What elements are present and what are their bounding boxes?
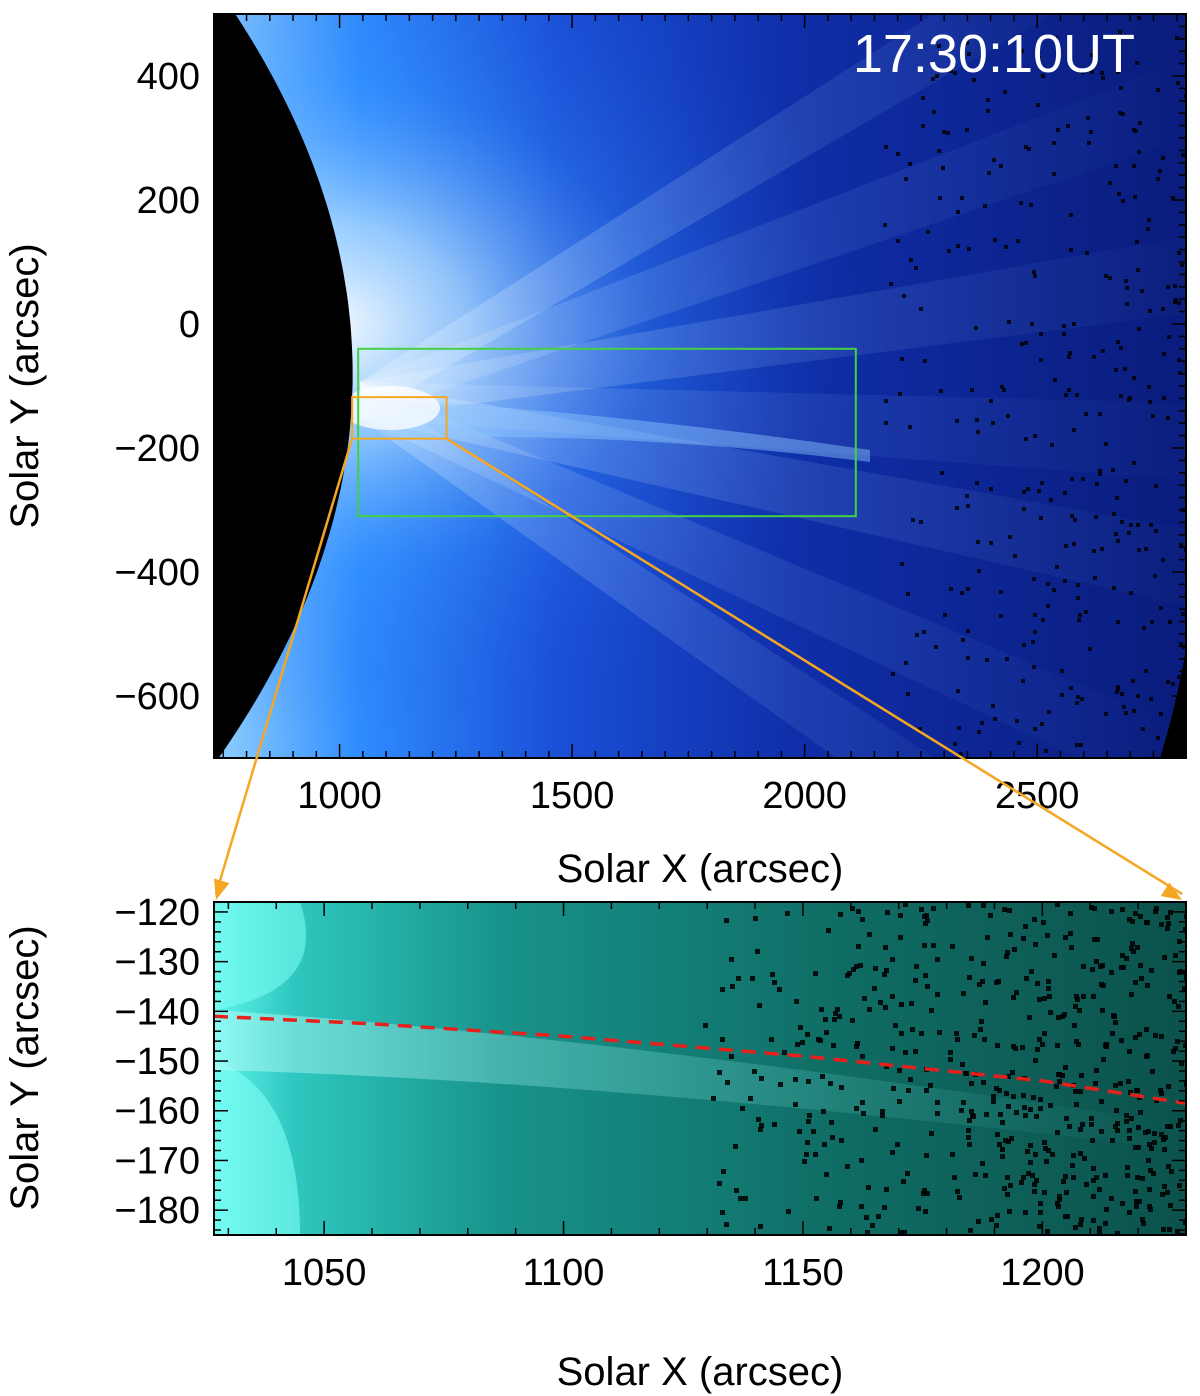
coronal-ray: [360, 236, 1186, 418]
x-tick-label: 1000: [297, 775, 382, 817]
coronal-ray: [360, 382, 935, 758]
orange-zoom-box: [351, 396, 448, 440]
y-tick-label: −180: [114, 1190, 200, 1232]
y-tick-label: −200: [114, 428, 200, 470]
top-coronagraph-image: [214, 14, 1186, 758]
y-tick-label: 400: [137, 56, 200, 98]
bottom-zoom-image: [214, 902, 1186, 1235]
y-tick-label: −170: [114, 1140, 200, 1182]
zoom-connectors: [213, 437, 1183, 900]
x-tick-label: 1500: [530, 775, 615, 817]
y-tick-label: 0: [179, 304, 200, 346]
ray-streamer: [355, 398, 870, 462]
arrowhead-left: [213, 878, 230, 900]
red-dashed-trace: [213, 1014, 1187, 1106]
streamer-base-glow: [340, 386, 440, 430]
y-tick-label: −150: [114, 1041, 200, 1083]
top-panel-frame: [213, 13, 1187, 759]
timestamp-label: 17:30:10UT: [853, 24, 1135, 84]
arrowhead-right: [1160, 882, 1182, 900]
top-x-tick-labels: 1000 1500 2000 2500: [297, 775, 1079, 817]
y-tick-label: −130: [114, 942, 200, 984]
x-tick-label: 1200: [1000, 1252, 1085, 1294]
y-tick-label: −160: [114, 1091, 200, 1133]
y-tick-label: −120: [114, 892, 200, 934]
top-y-tick-labels: 400 200 0 −200 −400 −600: [114, 56, 200, 718]
top-y-axis-label: Solar Y (arcsec): [3, 243, 47, 528]
x-tick-label: 1100: [523, 1252, 605, 1294]
zoom-connector-left: [214, 438, 354, 895]
coronal-ray: [360, 58, 1186, 418]
coronal-ray: [360, 382, 1186, 607]
x-tick-label: 2500: [995, 775, 1080, 817]
x-tick-label: 2000: [762, 775, 847, 817]
coronal-ray: [360, 382, 1186, 480]
bottom-x-axis-label: Solar X (arcsec): [557, 1350, 844, 1394]
top-x-axis-label: Solar X (arcsec): [557, 847, 844, 891]
x-tick-label: 1050: [282, 1252, 367, 1294]
outer-field-corner: [1160, 650, 1186, 758]
green-region-box: [357, 347, 857, 518]
y-tick-label: −400: [114, 552, 200, 594]
bottom-panel-frame: [213, 901, 1187, 1236]
bottom-x-tick-labels: 1050 1100 1150 1200: [282, 1252, 1085, 1294]
bottom-axis-ticks: [214, 901, 1187, 1235]
x-tick-label: 1150: [762, 1252, 844, 1294]
top-axis-ticks: [214, 13, 1186, 759]
y-tick-label: −600: [114, 676, 200, 718]
zoom-connector-right: [445, 437, 1183, 896]
solar-disk-occulter: [214, 14, 353, 758]
bottom-y-axis-label: Solar Y (arcsec): [3, 925, 47, 1210]
coronal-ray: [360, 382, 1182, 758]
y-tick-label: −140: [114, 991, 200, 1033]
bottom-y-tick-labels: −120 −130 −140 −150 −160 −170 −180: [114, 892, 200, 1232]
y-tick-label: 200: [137, 180, 200, 222]
